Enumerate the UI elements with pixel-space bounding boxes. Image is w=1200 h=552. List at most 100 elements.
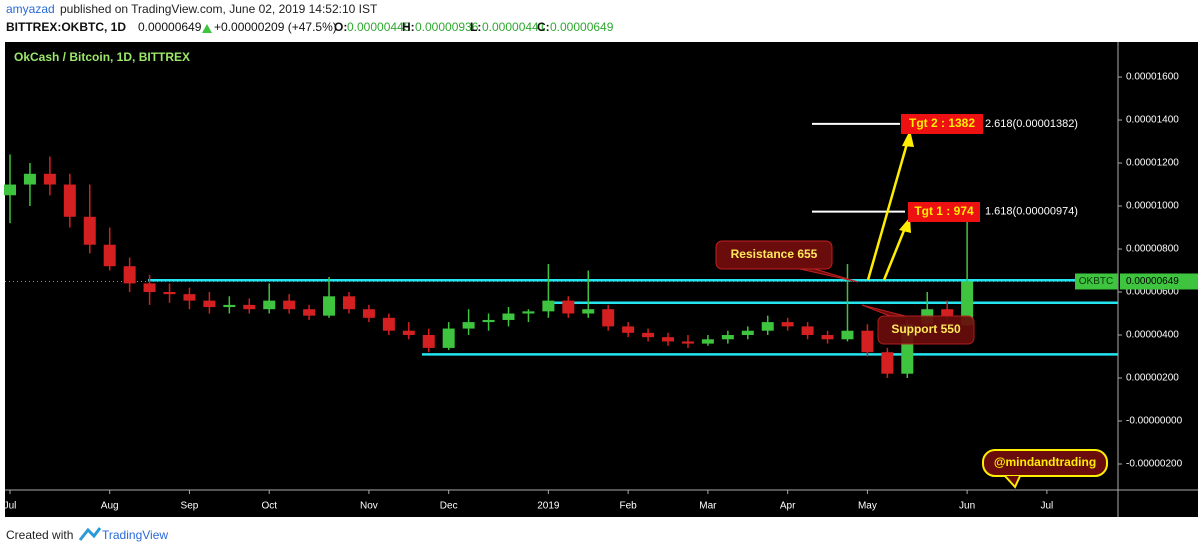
y-tick-label: 0.00001600 — [1126, 72, 1179, 83]
x-tick-label: Nov — [360, 501, 378, 512]
candle-body — [323, 296, 336, 316]
c-value: 0.00000649 — [550, 20, 614, 34]
candle-body — [721, 335, 734, 340]
candle-body — [941, 309, 954, 316]
published: published on TradingView.com, June 02, 2… — [60, 2, 378, 16]
candle-body — [442, 328, 455, 348]
annotation: Resistance 655 — [731, 247, 818, 261]
candle-body — [342, 296, 355, 310]
y-tick-label: 0.00001000 — [1126, 201, 1179, 212]
candle-body — [183, 294, 196, 301]
symbol: BITTREX:OKBTC, 1D — [6, 20, 126, 34]
l-value: 0.00000441 — [482, 20, 546, 34]
h-label: H: — [402, 20, 415, 34]
logo — [78, 527, 102, 541]
target-label: Tgt 1 : 974 — [914, 204, 974, 218]
y-tick-label: 0.00000600 — [1126, 287, 1179, 298]
x-tick-label: Jul — [4, 501, 17, 512]
y-tick-label: 0.00000200 — [1126, 373, 1179, 384]
candle-body — [4, 184, 16, 196]
annotation: Support 550 — [891, 322, 961, 336]
candle-body — [582, 309, 595, 314]
target-label: Tgt 2 : 1382 — [909, 116, 975, 130]
x-tick-label: Feb — [620, 501, 638, 512]
footer-created: Created with — [6, 528, 73, 542]
x-tick-label: Jun — [959, 501, 975, 512]
candle-body — [462, 322, 475, 329]
candle-body — [23, 173, 36, 185]
y-tick-label: 0.00000400 — [1126, 330, 1179, 341]
candle-body — [83, 216, 96, 245]
x-tick-label: May — [858, 501, 877, 512]
candle-body — [223, 304, 236, 308]
candle-body — [821, 335, 834, 340]
o-value: 0.00000445 — [347, 20, 411, 34]
l-label: L: — [470, 20, 481, 34]
x-tick-label: Mar — [699, 501, 717, 512]
candle-body — [522, 311, 535, 314]
last-price-label: 0.00000649 — [1126, 276, 1179, 287]
candle-body — [362, 309, 375, 318]
up-arrow — [202, 24, 212, 33]
candle-body — [203, 300, 216, 308]
candle-body — [163, 292, 176, 295]
candle-body — [701, 339, 714, 344]
candle-body — [283, 300, 296, 310]
candle-body — [602, 309, 615, 327]
annotation-pointer — [861, 304, 906, 317]
arrow — [866, 139, 910, 281]
x-tick-label: Apr — [780, 501, 796, 512]
last-price-box — [1120, 273, 1198, 290]
candle-body — [382, 317, 395, 331]
x-tick-label: Oct — [261, 501, 277, 512]
x-tick-label: Sep — [181, 501, 199, 512]
candle-body — [741, 330, 754, 336]
candle-body — [681, 341, 694, 344]
candle-body — [263, 300, 276, 310]
candle-body — [801, 326, 814, 336]
target-box — [901, 114, 983, 134]
x-tick-label: 2019 — [537, 501, 560, 512]
candle-body — [622, 326, 635, 333]
candle-body — [123, 266, 136, 284]
candle-body — [761, 322, 774, 331]
symbol-tag: OKBTC — [1079, 276, 1113, 287]
fib-label: 1.618(0.00000974) — [985, 206, 1078, 218]
symbol-tag-box — [1075, 273, 1118, 290]
candle-body — [103, 244, 116, 267]
candle-body — [303, 309, 316, 316]
signature-pointer — [1004, 475, 1021, 489]
annotation-box — [877, 315, 975, 345]
candle-body — [43, 173, 56, 185]
change: +0.00000209 (+47.5%) — [214, 20, 337, 34]
c-label: C: — [537, 20, 550, 34]
candle-body — [422, 335, 435, 348]
y-tick-label: -0.00000000 — [1126, 416, 1183, 427]
candle-body — [402, 330, 415, 336]
candle-body — [861, 330, 874, 353]
candle-body — [482, 319, 495, 323]
candle-body — [841, 330, 854, 340]
footer-brand: TradingView — [102, 528, 168, 542]
fib-label: 2.618(0.00001382) — [985, 118, 1078, 130]
y-tick-label: -0.00000200 — [1126, 459, 1183, 470]
candle-body — [542, 300, 555, 312]
target-box — [908, 202, 980, 222]
x-tick-label: Aug — [101, 501, 119, 512]
candle-body — [642, 332, 655, 338]
y-tick-label: 0.00001400 — [1126, 115, 1179, 126]
annotation-pointer — [799, 268, 859, 283]
candle-body — [562, 300, 575, 314]
y-tick-label: 0.00001200 — [1126, 158, 1179, 169]
y-tick-label: 0.00000800 — [1126, 244, 1179, 255]
annotation-box — [715, 240, 833, 270]
candle-body — [143, 283, 156, 293]
author: amyazad — [6, 2, 55, 16]
signature: @mindandtrading — [994, 455, 1096, 469]
candle-body — [243, 304, 256, 310]
arrow — [882, 227, 907, 281]
x-tick-label: Jul — [1040, 501, 1053, 512]
candle-body — [781, 322, 794, 327]
candle-body — [63, 184, 76, 217]
